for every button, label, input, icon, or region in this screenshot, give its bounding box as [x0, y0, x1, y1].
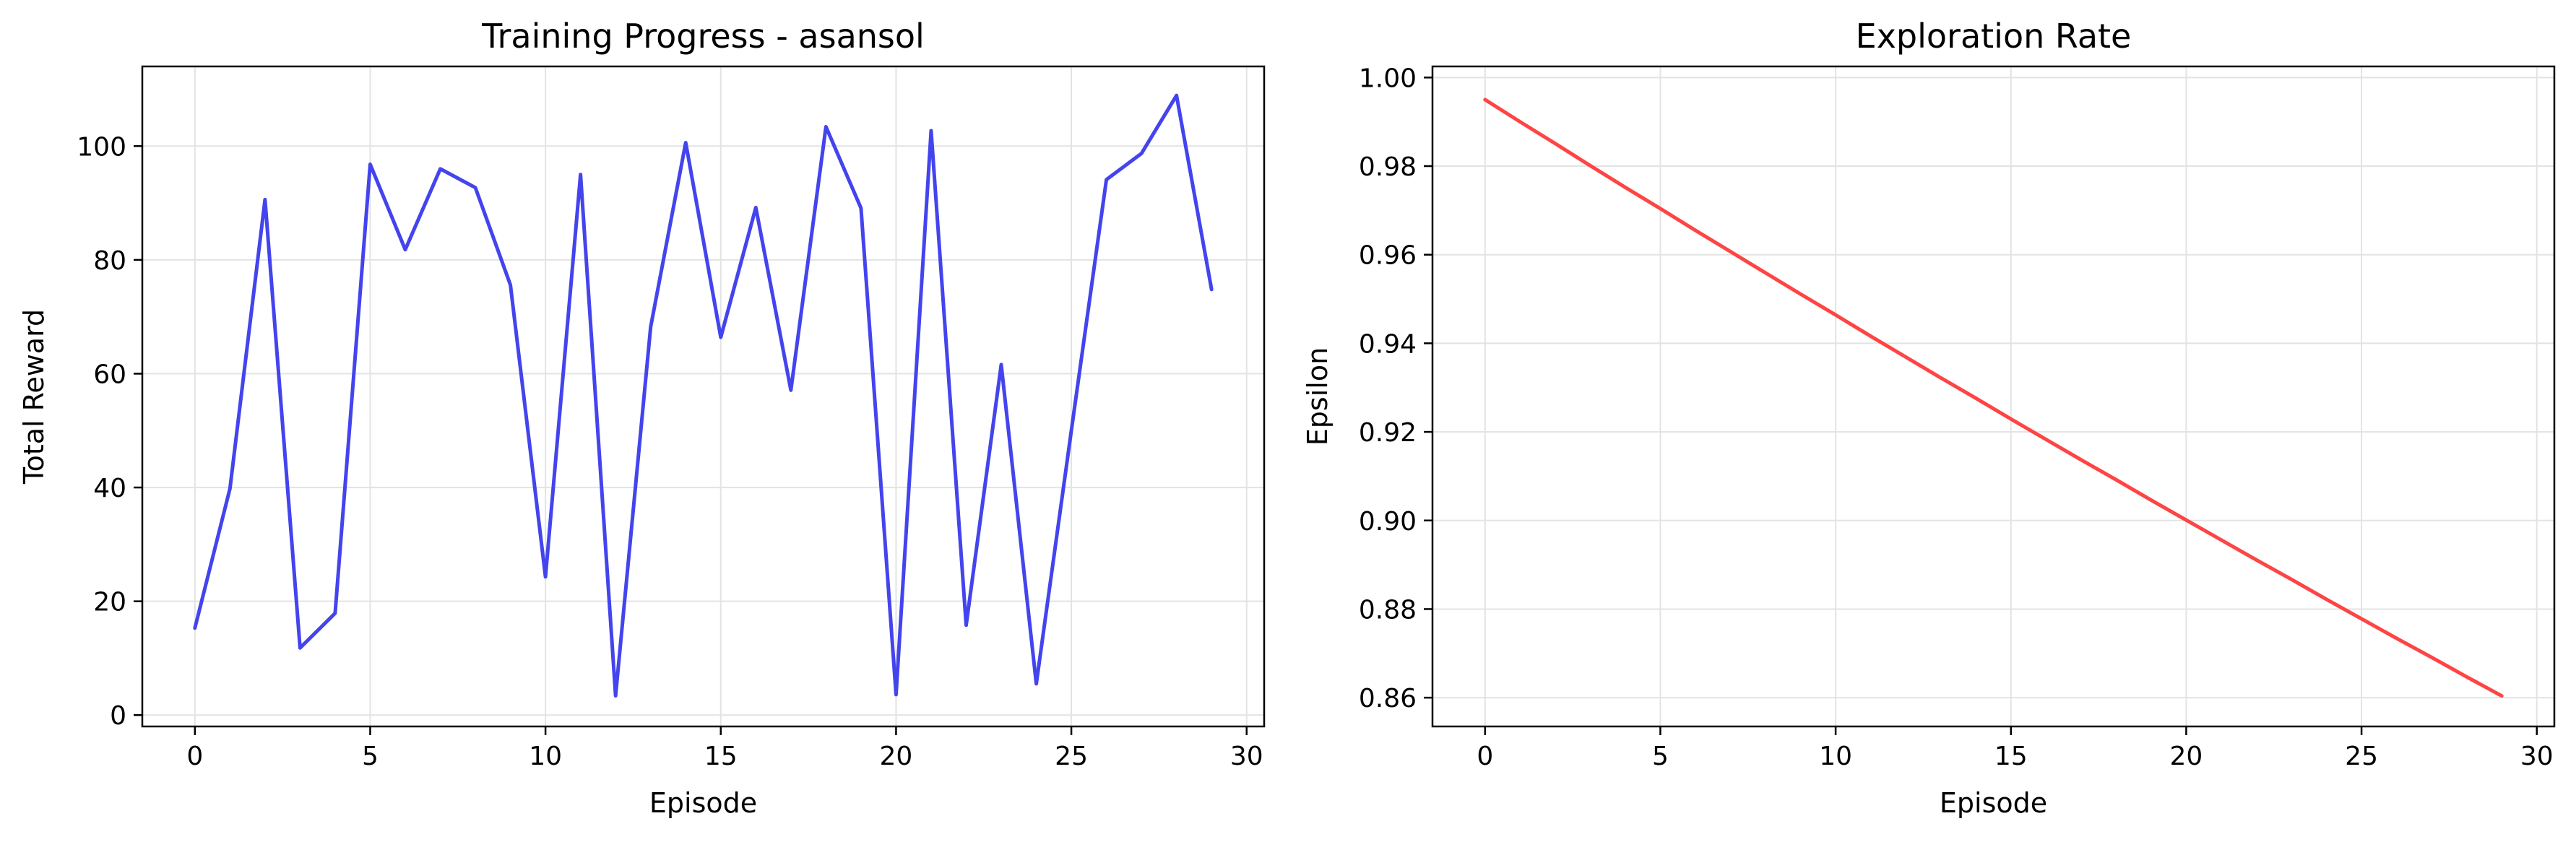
epsilon-x-tick-label: 5: [1652, 742, 1669, 771]
epsilon-x-tick-label: 20: [2170, 742, 2203, 771]
epsilon-x-tick-label: 30: [2520, 742, 2554, 771]
epsilon-series: [1483, 97, 2504, 698]
reward-grid: [142, 66, 1264, 726]
epsilon-chart: 0 5 10 15 20 25 30 0.86 0.88 0.90 0.92 0.94 0.96 0.9…: [1302, 17, 2556, 819]
reward-series: [193, 93, 1214, 698]
epsilon-x-tick-label: 0: [1477, 742, 1493, 771]
reward-y-tick-label: 20: [93, 588, 126, 617]
reward-y-tick-label: 0: [110, 701, 126, 731]
epsilon-y-tick-label: 0.94: [1359, 329, 1417, 359]
reward-x-tick-label: 30: [1230, 742, 1263, 771]
reward-x-tick-label: 10: [529, 742, 562, 771]
reward-x-tick-label: 0: [186, 742, 203, 771]
reward-x-tick-label: 15: [704, 742, 738, 771]
reward-y-ticks: 0 20 40 60 80 100: [77, 132, 142, 731]
reward-y-tick-label: 40: [93, 474, 126, 503]
epsilon-plot-frame: [1431, 65, 2556, 728]
epsilon-y-tick-label: 0.98: [1359, 152, 1417, 182]
reward-y-tick-label: 100: [77, 132, 126, 162]
reward-x-axis-label: Episode: [649, 787, 757, 819]
reward-x-tick-label: 25: [1055, 742, 1088, 771]
epsilon-chart-title: Exploration Rate: [1856, 17, 2132, 56]
reward-plot-frame: [141, 65, 1266, 728]
epsilon-x-ticks: 0 5 10 15 20 25 30: [1477, 726, 2554, 771]
reward-line: [193, 93, 1214, 698]
epsilon-x-tick-label: 25: [2345, 742, 2378, 771]
epsilon-grid: [1432, 66, 2554, 726]
epsilon-y-tick-label: 0.90: [1359, 507, 1417, 537]
reward-y-axis-label: Total Reward: [18, 309, 50, 485]
epsilon-y-ticks: 0.86 0.88 0.90 0.92 0.94 0.96 0.98 1.00: [1359, 64, 1432, 713]
epsilon-x-axis-label: Episode: [1940, 787, 2047, 819]
reward-y-tick-label: 60: [93, 360, 126, 389]
epsilon-y-tick-label: 1.00: [1359, 64, 1417, 93]
epsilon-y-tick-label: 0.88: [1359, 595, 1417, 625]
epsilon-y-axis-label: Epsilon: [1302, 347, 1334, 446]
reward-y-tick-label: 80: [93, 246, 126, 276]
epsilon-x-tick-label: 10: [1819, 742, 1852, 771]
reward-chart-title: Training Progress - asansol: [481, 17, 925, 56]
epsilon-y-tick-label: 0.86: [1359, 684, 1417, 713]
epsilon-y-tick-label: 0.92: [1359, 418, 1417, 448]
epsilon-y-tick-label: 0.96: [1359, 241, 1417, 271]
reward-chart: 0 5 10 15 20 25 30 0 20 40 60 80 100 Training Progr…: [18, 17, 1266, 819]
reward-x-ticks: 0 5 10 15 20 25 30: [186, 726, 1263, 771]
reward-x-tick-label: 5: [362, 742, 379, 771]
reward-x-tick-label: 20: [880, 742, 913, 771]
epsilon-x-tick-label: 15: [1994, 742, 2028, 771]
epsilon-line: [1483, 97, 2504, 698]
